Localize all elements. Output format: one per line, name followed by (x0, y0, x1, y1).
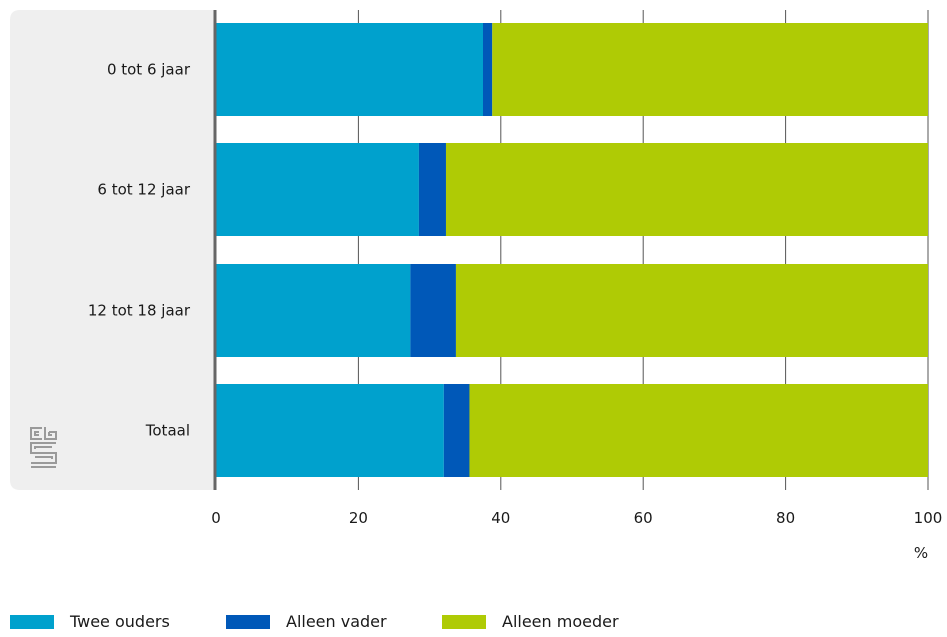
bar-twee-ouders-3 (216, 384, 444, 477)
cbs-logo-icon (30, 427, 57, 468)
bar-twee-ouders-0 (216, 23, 483, 116)
legend-item-alleen-vader: Alleen vader (226, 612, 387, 631)
bar-alleen-moeder-3 (469, 384, 928, 477)
bar-twee-ouders-2 (216, 264, 411, 357)
legend-item-twee-ouders: Twee ouders (10, 612, 170, 631)
category-label-1: 6 tot 12 jaar (97, 181, 190, 199)
legend-swatch-0 (10, 615, 54, 629)
x-tick-label-20: 20 (349, 509, 368, 527)
bar-alleen-vader-1 (418, 143, 446, 236)
x-tick-label-40: 40 (491, 509, 510, 527)
bar-twee-ouders-1 (216, 143, 419, 236)
legend-label-0: Twee ouders (69, 612, 170, 631)
category-label-2: 12 tot 18 jaar (88, 302, 191, 320)
bar-alleen-vader-3 (443, 384, 470, 477)
category-label-3: Totaal (145, 422, 190, 440)
x-tick-label-80: 80 (776, 509, 795, 527)
bar-alleen-moeder-0 (492, 23, 928, 116)
bar-alleen-moeder-1 (445, 143, 928, 236)
x-tick-label-60: 60 (634, 509, 653, 527)
legend-label-2: Alleen moeder (502, 612, 619, 631)
bar-alleen-vader-0 (483, 23, 493, 116)
legend-swatch-1 (226, 615, 270, 629)
bar-alleen-moeder-2 (455, 264, 928, 357)
bar-alleen-vader-2 (410, 264, 456, 357)
x-tick-label-0: 0 (211, 509, 221, 527)
legend-label-1: Alleen vader (286, 612, 387, 631)
x-axis-unit-label: % (914, 544, 928, 562)
legend-item-alleen-moeder: Alleen moeder (442, 612, 619, 631)
category-label-0: 0 tot 6 jaar (107, 61, 191, 79)
category-panel (10, 10, 216, 490)
x-tick-label-100: 100 (914, 509, 943, 527)
legend-swatch-2 (442, 615, 486, 629)
